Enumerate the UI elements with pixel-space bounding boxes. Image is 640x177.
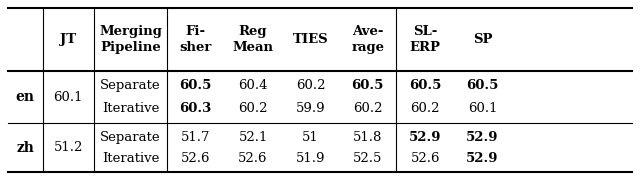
- Text: 52.6: 52.6: [181, 152, 211, 165]
- Text: 60.2: 60.2: [410, 102, 440, 115]
- Text: SL-
ERP: SL- ERP: [410, 25, 441, 54]
- Text: 52.9: 52.9: [467, 152, 499, 165]
- Text: Merging
Pipeline: Merging Pipeline: [99, 25, 162, 54]
- Text: 51.2: 51.2: [54, 141, 83, 154]
- Text: 52.6: 52.6: [238, 152, 268, 165]
- Text: 52.1: 52.1: [239, 130, 268, 144]
- Text: Fi-
sher: Fi- sher: [180, 25, 212, 54]
- Text: 60.5: 60.5: [409, 79, 442, 92]
- Text: 60.5: 60.5: [180, 79, 212, 92]
- Text: 59.9: 59.9: [296, 102, 325, 115]
- Text: Iterative: Iterative: [102, 152, 159, 165]
- Text: 60.5: 60.5: [351, 79, 384, 92]
- Text: 51: 51: [302, 130, 319, 144]
- Text: Ave-
rage: Ave- rage: [351, 25, 384, 54]
- Text: 51.7: 51.7: [181, 130, 211, 144]
- Text: 60.2: 60.2: [238, 102, 268, 115]
- Text: 60.1: 60.1: [468, 102, 497, 115]
- Text: Reg
Mean: Reg Mean: [232, 25, 273, 54]
- Text: JT: JT: [60, 33, 76, 46]
- Text: 60.2: 60.2: [296, 79, 325, 92]
- Text: Iterative: Iterative: [102, 102, 159, 115]
- Text: TIES: TIES: [292, 33, 328, 46]
- Text: zh: zh: [17, 141, 34, 155]
- Text: SP: SP: [473, 33, 492, 46]
- Text: 52.5: 52.5: [353, 152, 383, 165]
- Text: Separate: Separate: [100, 79, 161, 92]
- Text: 51.8: 51.8: [353, 130, 383, 144]
- Text: en: en: [16, 90, 35, 104]
- Text: 60.4: 60.4: [238, 79, 268, 92]
- Text: 60.3: 60.3: [180, 102, 212, 115]
- Text: Separate: Separate: [100, 130, 161, 144]
- Text: 60.1: 60.1: [54, 91, 83, 104]
- Text: 60.5: 60.5: [467, 79, 499, 92]
- Text: 52.9: 52.9: [467, 130, 499, 144]
- Text: 60.2: 60.2: [353, 102, 383, 115]
- Text: 52.9: 52.9: [409, 130, 442, 144]
- Text: 51.9: 51.9: [296, 152, 325, 165]
- Text: 52.6: 52.6: [410, 152, 440, 165]
